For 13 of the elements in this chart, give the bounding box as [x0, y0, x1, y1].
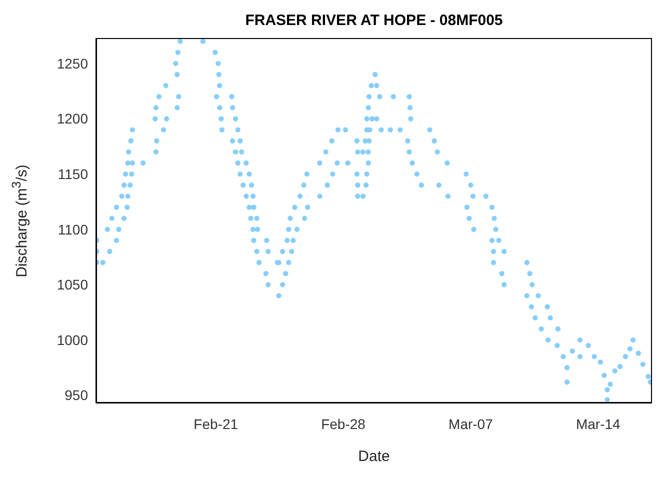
chart-title: FRASER RIVER AT HOPE - 08MF005	[244, 12, 504, 29]
y-tick-label: 1100	[58, 221, 88, 238]
x-tick-label: Feb-21	[194, 416, 238, 432]
y-tick-label: 1000	[56, 332, 88, 348]
y-tick-label: 950	[64, 387, 88, 404]
y-tick-label: 1200	[56, 110, 88, 127]
x-tick-label: Feb-28	[321, 416, 366, 432]
y-tick-label: 1250	[56, 55, 88, 72]
x-tick-label: Mar-07	[448, 416, 494, 432]
x-axis-title: Date	[357, 448, 391, 465]
x-tick-label: Mar-14	[576, 416, 621, 432]
y-tick-label: 1150	[58, 166, 88, 182]
y-tick-label: 1050	[56, 276, 88, 293]
